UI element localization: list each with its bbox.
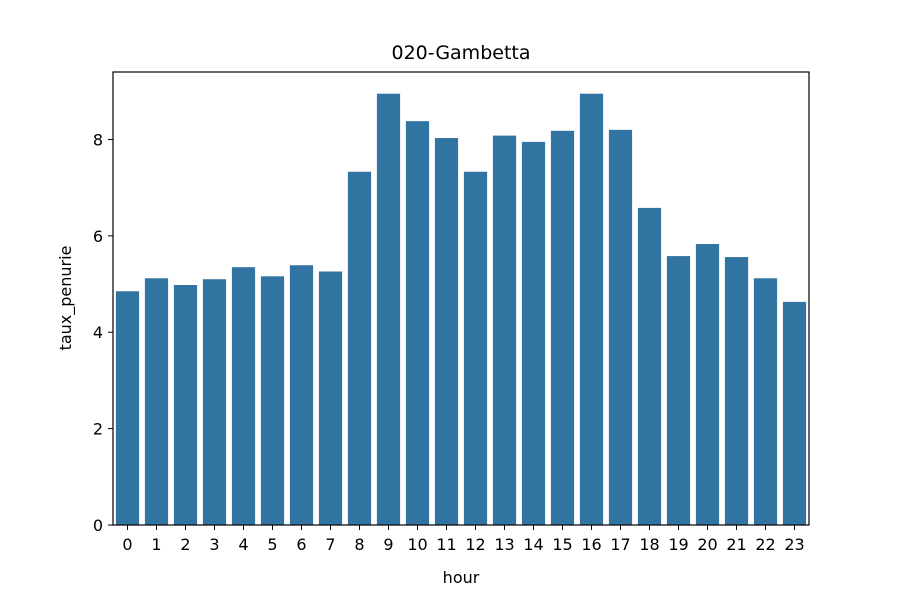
bar-hour-9 <box>376 93 401 525</box>
bars-group <box>115 93 807 526</box>
x-tick-label: 9 <box>383 535 393 554</box>
bar-hour-17 <box>608 129 633 525</box>
bar-hour-13 <box>492 135 517 526</box>
bar-hour-18 <box>637 207 662 525</box>
bar-hour-23 <box>782 301 807 525</box>
bar-hour-8 <box>347 171 372 525</box>
chart-title: 020-Gambetta <box>392 42 531 64</box>
x-tick-label: 3 <box>209 535 219 554</box>
x-tick-label: 1 <box>151 535 161 554</box>
y-axis-ticks: 0 2 4 6 8 <box>93 130 113 535</box>
bar-hour-4 <box>231 267 256 525</box>
x-tick-label: 6 <box>296 535 306 554</box>
x-tick-label: 5 <box>267 535 277 554</box>
y-axis-label: taux_penurie <box>56 246 76 351</box>
x-tick-label: 12 <box>465 535 485 554</box>
x-tick-label: 17 <box>610 535 630 554</box>
bar-hour-3 <box>202 279 227 525</box>
x-tick-label: 15 <box>552 535 572 554</box>
plot-frame <box>112 71 810 526</box>
bar-hour-22 <box>753 278 778 525</box>
bar-hour-12 <box>463 171 488 525</box>
bar-hour-20 <box>695 244 720 526</box>
x-tick-label: 18 <box>639 535 659 554</box>
x-tick-label: 23 <box>784 535 804 554</box>
x-tick-label: 7 <box>325 535 335 554</box>
bar-hour-16 <box>579 93 604 525</box>
bar-hour-21 <box>724 257 749 525</box>
x-tick-label: 21 <box>726 535 746 554</box>
x-tick-label: 8 <box>354 535 364 554</box>
y-tick-label: 6 <box>93 227 103 246</box>
x-axis-label: hour <box>443 568 480 587</box>
x-tick-label: 2 <box>180 535 190 554</box>
bar-hour-14 <box>521 141 546 525</box>
bar-hour-1 <box>144 278 169 525</box>
y-tick-label: 4 <box>93 323 103 342</box>
bar-hour-10 <box>405 121 430 525</box>
y-tick-label: 0 <box>93 516 103 535</box>
bar-hour-11 <box>434 138 459 525</box>
x-tick-label: 14 <box>523 535 543 554</box>
bar-hour-6 <box>289 265 314 525</box>
bar-hour-19 <box>666 256 691 525</box>
x-tick-label: 4 <box>238 535 248 554</box>
bar-hour-0 <box>115 291 140 525</box>
x-tick-label: 13 <box>494 535 514 554</box>
x-tick-label: 0 <box>122 535 132 554</box>
x-tick-label: 22 <box>755 535 775 554</box>
x-tick-label: 10 <box>407 535 427 554</box>
x-tick-label: 20 <box>697 535 717 554</box>
x-tick-label: 16 <box>581 535 601 554</box>
bar-hour-2 <box>173 285 198 525</box>
x-axis-ticks: 0 1 2 3 4 5 6 7 8 9 10 11 12 13 14 15 16 17 18 19 20 21 22 23 <box>122 525 805 554</box>
y-tick-label: 8 <box>93 130 103 149</box>
bar-hour-7 <box>318 271 343 525</box>
x-tick-label: 11 <box>436 535 456 554</box>
bar-hour-15 <box>550 130 575 526</box>
x-tick-label: 19 <box>668 535 688 554</box>
y-tick-label: 2 <box>93 420 103 439</box>
bar-hour-5 <box>260 276 285 525</box>
